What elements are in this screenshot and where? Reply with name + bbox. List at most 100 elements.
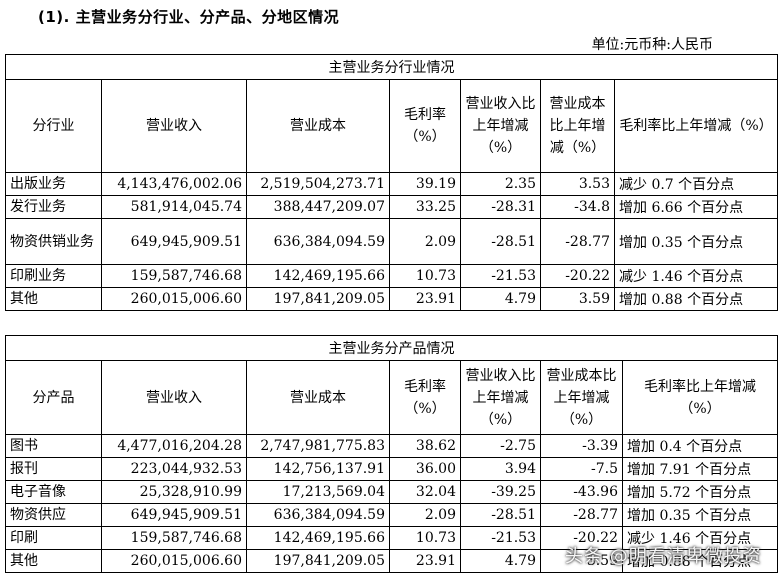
row-label-cell: 电子音像 — [5, 480, 102, 504]
data-cell: 25,328,910.99 — [101, 480, 247, 504]
table-row: 图书 4,477,016,204.28 2,747,981,775.83 38.62-… — [5, 434, 779, 458]
row-label-cell: 其他 — [5, 287, 102, 311]
table-row: 发行业务 581,914,045.74 388,447,209.07 33.25 -28… — [5, 195, 779, 219]
data-cell: 增加 0.88 个百分点 — [613, 287, 779, 311]
data-cell: -39.25 — [460, 480, 541, 504]
header-cell: 营业成本 — [246, 79, 390, 173]
data-cell: 4,143,476,002.06 — [101, 172, 247, 196]
header-cell: 营业收入 — [101, 360, 247, 435]
data-cell: 142,469,195.66 — [246, 526, 390, 550]
table-row: 报刊 223,044,932.53 142,756,137.91 36.00 3.94-… — [5, 457, 779, 481]
data-cell: 32.04 — [389, 480, 461, 504]
data-cell: 197,841,209.05 — [246, 287, 390, 311]
data-cell: 159,587,746.68 — [101, 264, 247, 288]
data-cell: 增加 6.66 个百分点 — [613, 195, 779, 219]
data-cell: -34.8 — [540, 195, 615, 219]
row-label-cell: 物资供销业务 — [5, 218, 102, 265]
table-row: 出版业务 4,143,476,002.06 2,519,504,273.71 39.1… — [5, 172, 779, 196]
header-cell: 毛利率（%） — [389, 79, 461, 173]
data-cell: -28.77 — [540, 218, 615, 265]
row-label-cell: 其他 — [5, 549, 102, 573]
data-cell: 388,447,209.07 — [246, 195, 390, 219]
data-cell: -28.51 — [460, 218, 541, 265]
data-cell: 3.53 — [540, 172, 615, 196]
row-label-cell: 出版业务 — [5, 172, 102, 196]
product-table: 主营业务分产品情况 分产品 营业收入 营业成本 毛利率（%） 营业收入比上年增减… — [4, 335, 779, 573]
data-cell: 223,044,932.53 — [101, 457, 247, 481]
industry-table: 主营业务分行业情况 分行业 营业收入 营业成本 毛利率（%） 营业收入比上年增减… — [4, 54, 779, 311]
data-cell: 10.73 — [389, 526, 461, 550]
table-row: 物资供销业务 649,945,909.51 636,384,094.59 2.09 -2… — [5, 218, 779, 265]
data-cell: 38.62 — [389, 434, 461, 458]
row-label-cell: 印刷业务 — [5, 264, 102, 288]
section-heading: (1). 主营业务分行业、分产品、分地区情况 — [38, 8, 340, 26]
data-cell: 4.79 — [460, 549, 541, 573]
data-cell: 649,945,909.51 — [101, 503, 247, 527]
data-cell: 增加 0.4 个百分点 — [621, 434, 779, 458]
data-cell: 2.09 — [389, 218, 461, 265]
row-label-cell: 物资供应 — [5, 503, 102, 527]
data-cell: 10.73 — [389, 264, 461, 288]
table-row: 物资供应 649,945,909.51 636,384,094.59 2.09 -28.… — [5, 503, 779, 527]
data-cell: 2,747,981,775.83 — [246, 434, 390, 458]
data-cell: 减少 1.46 个百分点 — [621, 526, 779, 550]
data-cell: 减少 1.46 个百分点 — [613, 264, 779, 288]
table-row: 其他 260,015,006.60 197,841,209.05 23.91 4.79 3… — [5, 287, 779, 311]
header-cell: 营业收入 — [101, 79, 247, 173]
data-cell: -43.96 — [540, 480, 623, 504]
data-cell: -20.22 — [540, 264, 615, 288]
data-cell: -21.53 — [460, 264, 541, 288]
data-cell: 减少 0.7 个百分点 — [613, 172, 779, 196]
row-label-cell: 报刊 — [5, 457, 102, 481]
data-cell: 142,756,137.91 — [246, 457, 390, 481]
data-cell: 142,469,195.66 — [246, 264, 390, 288]
data-cell: 649,945,909.51 — [101, 218, 247, 265]
data-cell: -28.31 — [460, 195, 541, 219]
data-cell: 36.00 — [389, 457, 461, 481]
data-cell: 增加 0.88 个百分点 — [621, 549, 779, 573]
data-cell: 23.91 — [389, 549, 461, 573]
header-cell: 分行业 — [5, 79, 102, 173]
data-cell: 4,477,016,204.28 — [101, 434, 247, 458]
data-cell: 23.91 — [389, 287, 461, 311]
data-cell: 2,519,504,273.71 — [246, 172, 390, 196]
watermark: 头条 @明看清卑微投资 — [565, 546, 762, 567]
data-cell: 197,841,209.05 — [246, 549, 390, 573]
data-cell: 260,015,006.60 — [101, 287, 247, 311]
data-cell: -2.75 — [460, 434, 541, 458]
data-cell: 581,914,045.74 — [101, 195, 247, 219]
header-cell: 分产品 — [5, 360, 102, 435]
data-cell: 增加 7.91 个百分点 — [621, 457, 779, 481]
table-row: 电子音像 25,328,910.99 17,213,569.04 32.04 -39.2… — [5, 480, 779, 504]
header-cell: 营业成本比上年增减（%） — [540, 360, 623, 435]
table-row: 其他 260,015,006.60 197,841,209.05 23.91 4.79 3… — [5, 549, 779, 573]
data-cell: -7.5 — [540, 457, 623, 481]
data-cell: -28.51 — [460, 503, 541, 527]
data-cell: 636,384,094.59 — [246, 503, 390, 527]
data-cell: 3.94 — [460, 457, 541, 481]
data-cell: 636,384,094.59 — [246, 218, 390, 265]
data-cell: 增加 0.35 个百分点 — [621, 503, 779, 527]
data-cell: 33.25 — [389, 195, 461, 219]
data-cell: 17,213,569.04 — [246, 480, 390, 504]
data-cell: -21.53 — [460, 526, 541, 550]
row-label-cell: 发行业务 — [5, 195, 102, 219]
data-cell: 2.09 — [389, 503, 461, 527]
table-row: 印刷业务 159,587,746.68 142,469,195.66 10.73 -21… — [5, 264, 779, 288]
product-table-caption: 主营业务分产品情况 — [4, 335, 779, 361]
currency-unit-note: 单位:元币种:人民币 — [591, 37, 713, 53]
data-cell: 3.59 — [540, 287, 615, 311]
header-cell: 营业成本 — [246, 360, 390, 435]
header-cell: 营业收入比上年增减（%） — [460, 360, 541, 435]
header-cell: 毛利率比上年增减（%） — [613, 79, 779, 173]
data-cell: -3.39 — [540, 434, 623, 458]
table-row: 印刷 159,587,746.68 142,469,195.66 10.73 -21.5… — [5, 526, 779, 550]
data-cell: 2.35 — [460, 172, 541, 196]
data-cell: 4.79 — [460, 287, 541, 311]
data-cell: 39.19 — [389, 172, 461, 196]
row-label-cell: 印刷 — [5, 526, 102, 550]
header-cell: 毛利率比上年增减（%） — [621, 360, 779, 435]
header-cell: 营业收入比上年增减（%） — [460, 79, 541, 173]
data-cell: 159,587,746.68 — [101, 526, 247, 550]
row-label-cell: 图书 — [5, 434, 102, 458]
